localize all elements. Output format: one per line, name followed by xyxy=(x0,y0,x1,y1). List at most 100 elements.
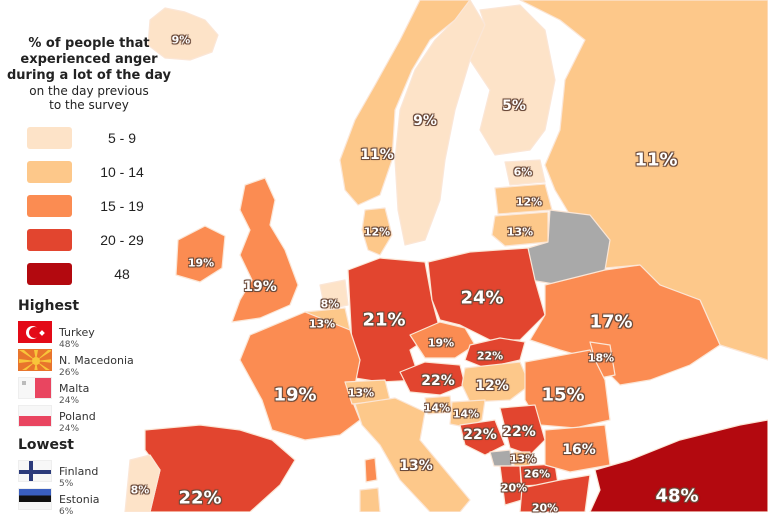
map-value-label: 17% xyxy=(589,311,633,333)
legend-swatch xyxy=(27,127,72,149)
country-value: 24% xyxy=(59,424,80,434)
map-value-label: 19% xyxy=(273,384,317,406)
legend-bin: 48 xyxy=(27,257,152,291)
legend-bin: 20 - 29 xyxy=(27,223,152,257)
region-lithuania xyxy=(491,211,549,247)
map-value-label: 22% xyxy=(421,373,455,389)
highest-item: N. Macedonia 26% xyxy=(18,349,134,378)
legend-bin-label: 48 xyxy=(114,266,130,282)
country-name: N. Macedonia xyxy=(59,354,134,367)
legend-swatch xyxy=(27,161,72,183)
map-value-label: 13% xyxy=(308,317,336,331)
country-name: Poland xyxy=(59,410,96,423)
region-romania xyxy=(524,349,611,429)
legend-title-line: % of people that xyxy=(28,36,150,51)
country-name: Turkey xyxy=(59,326,95,339)
highest-heading: Highest xyxy=(18,298,80,314)
map-value-label: 9% xyxy=(413,113,437,129)
legend-swatch xyxy=(27,229,72,251)
region-hungary xyxy=(461,361,531,403)
map-value-label: 11% xyxy=(360,147,394,163)
legend-bin-label: 5 - 9 xyxy=(107,130,136,146)
legend-swatch xyxy=(27,195,72,217)
north-macedonia-flag-icon xyxy=(18,349,52,371)
legend-title-line: experienced anger xyxy=(20,52,158,67)
map-value-label: 14% xyxy=(452,407,480,421)
region-bulgaria xyxy=(544,424,611,473)
map-value-label: 18% xyxy=(587,351,615,365)
legend-subtitle-line: to the survey xyxy=(49,98,129,112)
legend-bin-label: 10 - 14 xyxy=(100,164,144,180)
legend-bin: 15 - 19 xyxy=(27,189,152,223)
map-value-label: 12% xyxy=(363,225,391,239)
lowest-item: Finland 5% xyxy=(18,460,98,489)
turkey-flag-icon xyxy=(18,321,52,343)
country-value: 24% xyxy=(59,396,80,406)
map-value-label: 8% xyxy=(320,297,340,311)
map-value-label: 8% xyxy=(130,483,150,497)
map-value-label: 9% xyxy=(171,33,191,47)
region-netherlands xyxy=(319,279,349,311)
region-greece xyxy=(519,474,591,512)
region-montenegro xyxy=(489,449,513,467)
region-norway xyxy=(339,0,471,206)
map-value-label: 14% xyxy=(423,401,451,415)
map-value-label: 12% xyxy=(475,378,509,394)
country-value: 5% xyxy=(59,479,74,489)
region-iceland xyxy=(147,7,219,61)
highest-item: Turkey 48% xyxy=(18,321,95,350)
region-ireland xyxy=(175,225,226,283)
region-italy xyxy=(354,397,471,512)
map-value-label: 22% xyxy=(178,487,222,509)
color-legend: 5 - 9 10 - 14 15 - 19 20 - 29 48 xyxy=(27,121,152,291)
country-name: Estonia xyxy=(59,493,100,506)
legend-bin-label: 15 - 19 xyxy=(100,198,144,214)
legend-bin: 5 - 9 xyxy=(27,121,152,155)
map-value-label: 13% xyxy=(347,386,375,400)
map-value-label: 5% xyxy=(502,98,526,114)
map-value-label: 12% xyxy=(515,195,543,209)
finland-flag-icon xyxy=(18,460,52,482)
lowest-item: Estonia 6% xyxy=(18,488,100,517)
map-value-label: 48% xyxy=(655,485,699,507)
poland-flag-icon xyxy=(18,405,52,427)
malta-flag-icon xyxy=(18,377,52,399)
legend-swatch xyxy=(27,263,72,285)
region-finland xyxy=(469,4,556,156)
region-uk xyxy=(231,177,299,323)
region-corsica xyxy=(364,457,378,483)
country-value: 48% xyxy=(59,340,80,350)
map-value-label: 21% xyxy=(362,309,406,331)
map-value-label: 19% xyxy=(427,336,455,350)
region-france xyxy=(239,311,361,441)
estonia-flag-icon xyxy=(18,488,52,510)
highest-item: Poland 24% xyxy=(18,405,96,434)
region-serbia xyxy=(499,404,546,456)
lowest-heading: Lowest xyxy=(18,437,74,453)
region-denmark xyxy=(361,207,393,256)
map-value-label: 6% xyxy=(513,165,533,179)
map-value-label: 15% xyxy=(541,384,585,406)
legend-bin-label: 20 - 29 xyxy=(100,232,144,248)
map-value-label: 22% xyxy=(502,424,536,440)
map-value-label: 16% xyxy=(562,442,596,458)
region-turkey xyxy=(589,419,768,512)
region-portugal xyxy=(124,454,161,512)
map-value-label: 22% xyxy=(476,349,504,363)
map-value-label: 20% xyxy=(531,501,559,515)
map-value-label: 13% xyxy=(509,452,537,466)
map-value-label: 20% xyxy=(500,481,528,495)
country-name: Finland xyxy=(59,465,99,478)
map-value-label: 22% xyxy=(463,427,497,443)
map-value-label: 13% xyxy=(506,225,534,239)
region-slovakia xyxy=(464,337,526,369)
country-name: Malta xyxy=(59,382,90,395)
map-value-label: 26% xyxy=(523,467,551,481)
region-estonia xyxy=(504,159,546,186)
map-value-label: 19% xyxy=(243,279,277,295)
region-bosnia xyxy=(459,419,506,456)
legend-title: % of people that experienced anger durin… xyxy=(0,36,178,112)
region-poland xyxy=(427,247,546,341)
map-value-label: 13% xyxy=(399,458,433,474)
